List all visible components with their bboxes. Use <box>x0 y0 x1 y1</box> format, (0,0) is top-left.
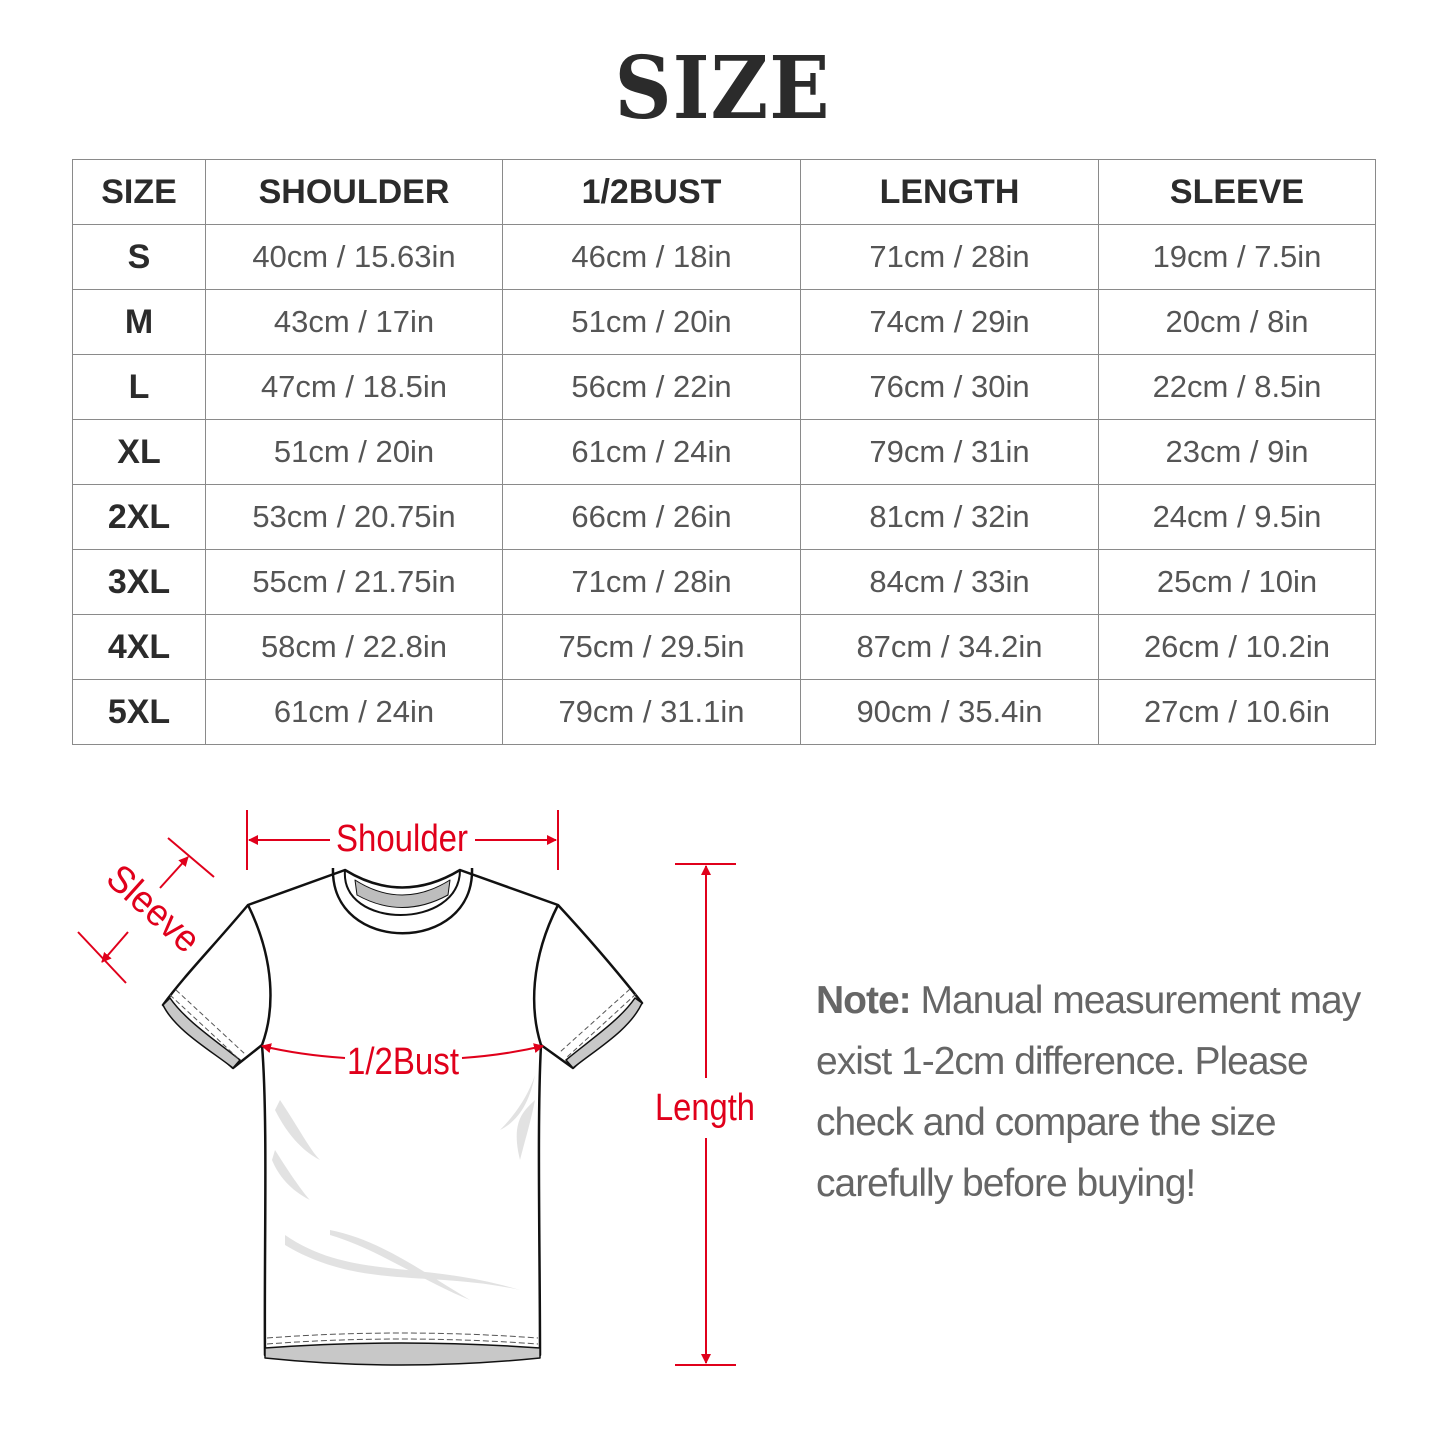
sleeve-bottom-tick <box>77 931 127 984</box>
tshirt-illustration <box>161 867 644 1366</box>
cell-length: 84cm / 33in <box>800 549 1099 615</box>
table-row: 2XL 53cm / 20.75in 66cm / 26in 81cm / 32in 2… <box>72 484 1376 550</box>
cell-length: 74cm / 29in <box>800 289 1099 355</box>
cell-sleeve: 27cm / 10.6in <box>1098 679 1376 745</box>
table-header-row: SIZE SHOULDER 1/2BUST LENGTH SLEEVE <box>72 159 1376 225</box>
shoulder-label: Shoulder <box>336 818 468 860</box>
bust-arrow-right <box>461 1043 544 1059</box>
length-label: Length <box>655 1087 755 1129</box>
bust-arrow-left <box>261 1043 346 1059</box>
cell-sleeve: 23cm / 9in <box>1098 419 1376 485</box>
size-table: SIZE SHOULDER 1/2BUST LENGTH SLEEVE S 40c… <box>72 159 1376 745</box>
cell-length: 90cm / 35.4in <box>800 679 1099 745</box>
cell-size: 5XL <box>72 679 206 745</box>
header-length: LENGTH <box>800 159 1099 225</box>
note-label: Note: <box>816 979 912 1022</box>
cell-bust: 46cm / 18in <box>502 224 801 290</box>
sleeve-arrow-up <box>159 856 189 889</box>
table-row: XL 51cm / 20in 61cm / 24in 79cm / 31in 23cm … <box>72 419 1376 485</box>
cell-length: 79cm / 31in <box>800 419 1099 485</box>
cell-size: S <box>72 224 206 290</box>
cell-shoulder: 61cm / 24in <box>205 679 503 745</box>
cell-shoulder: 40cm / 15.63in <box>205 224 503 290</box>
page-title: SIZE <box>614 38 831 139</box>
cell-shoulder: 47cm / 18.5in <box>205 354 503 420</box>
table-row: 3XL 55cm / 21.75in 71cm / 28in 84cm / 33in 2… <box>72 549 1376 615</box>
cell-sleeve: 25cm / 10in <box>1098 549 1376 615</box>
cell-size: 4XL <box>72 614 206 680</box>
cell-shoulder: 51cm / 20in <box>205 419 503 485</box>
cell-shoulder: 43cm / 17in <box>205 289 503 355</box>
cell-sleeve: 26cm / 10.2in <box>1098 614 1376 680</box>
header-sleeve: SLEEVE <box>1098 159 1376 225</box>
cell-bust: 61cm / 24in <box>502 419 801 485</box>
sleeve-arrow-down <box>101 931 129 963</box>
cell-sleeve: 19cm / 7.5in <box>1098 224 1376 290</box>
table-row: S 40cm / 15.63in 46cm / 18in 71cm / 28in 19c… <box>72 224 1376 290</box>
sleeve-label: Sleeve <box>98 857 208 962</box>
header-bust: 1/2BUST <box>502 159 801 225</box>
table-row: L 47cm / 18.5in 56cm / 22in 76cm / 30in 22cm… <box>72 354 1376 420</box>
cell-length: 81cm / 32in <box>800 484 1099 550</box>
measurement-guides <box>77 810 736 1366</box>
cell-sleeve: 20cm / 8in <box>1098 289 1376 355</box>
cell-shoulder: 55cm / 21.75in <box>205 549 503 615</box>
cell-bust: 66cm / 26in <box>502 484 801 550</box>
cell-bust: 79cm / 31.1in <box>502 679 801 745</box>
cell-size: 2XL <box>72 484 206 550</box>
cell-bust: 75cm / 29.5in <box>502 614 801 680</box>
cell-size: L <box>72 354 206 420</box>
cell-bust: 51cm / 20in <box>502 289 801 355</box>
cell-length: 76cm / 30in <box>800 354 1099 420</box>
note-text: Note: Manual measurement may exist 1-2cm… <box>816 970 1396 1214</box>
cell-shoulder: 58cm / 22.8in <box>205 614 503 680</box>
note-body: Manual measurement may exist 1-2cm diffe… <box>816 979 1361 1205</box>
cell-sleeve: 22cm / 8.5in <box>1098 354 1376 420</box>
cell-sleeve: 24cm / 9.5in <box>1098 484 1376 550</box>
cell-size: 3XL <box>72 549 206 615</box>
sleeve-top-tick <box>167 837 215 878</box>
cell-size: M <box>72 289 206 355</box>
cell-bust: 71cm / 28in <box>502 549 801 615</box>
cell-shoulder: 53cm / 20.75in <box>205 484 503 550</box>
bust-label: 1/2Bust <box>347 1041 459 1083</box>
table-row: M 43cm / 17in 51cm / 20in 74cm / 29in 20cm /… <box>72 289 1376 355</box>
table-row: 5XL 61cm / 24in 79cm / 31.1in 90cm / 35.4in… <box>72 679 1376 745</box>
header-size: SIZE <box>72 159 206 225</box>
cell-bust: 56cm / 22in <box>502 354 801 420</box>
